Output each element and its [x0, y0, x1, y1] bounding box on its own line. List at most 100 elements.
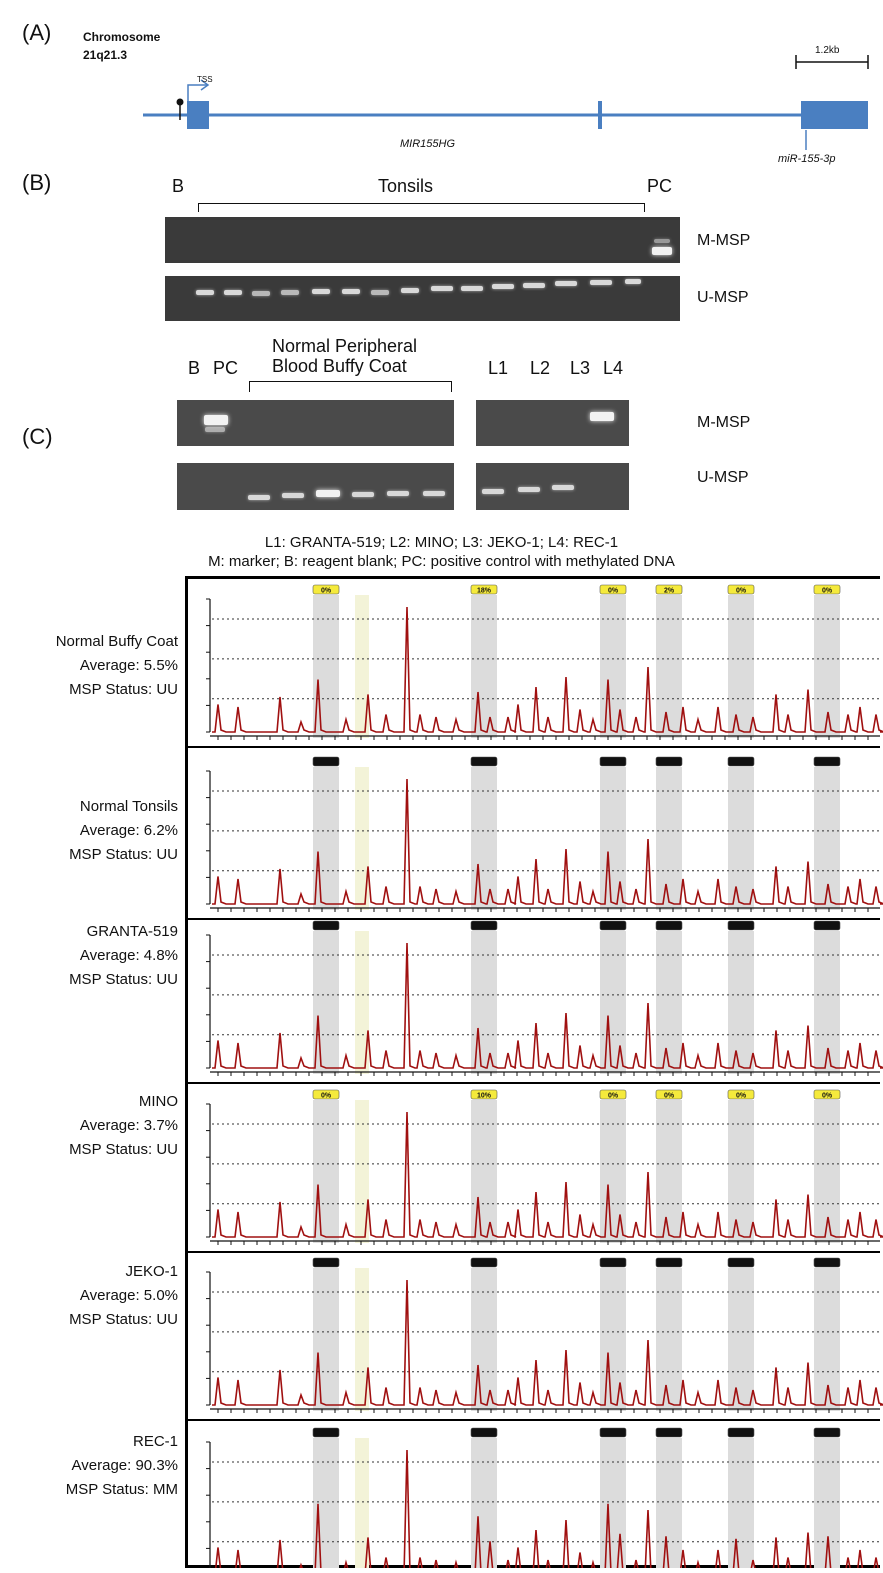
cpg-shade [728, 767, 754, 910]
cpg-badge [727, 1257, 755, 1268]
gel-band [625, 279, 641, 284]
gel-band [461, 286, 483, 291]
cpg-badge-text: 0% [736, 1093, 747, 1100]
gel-band [205, 427, 225, 432]
gel-band [316, 490, 340, 497]
scale-label: 1.2kb [815, 45, 840, 56]
gel-band [652, 247, 672, 255]
cpg-shade [313, 595, 339, 738]
lane-legend-line1: L1: GRANTA-519; L2: MINO; L3: JEKO-1; L4… [264, 534, 619, 551]
cpg-badge [470, 1089, 498, 1100]
cpg-badge-text: 0% [321, 588, 332, 595]
cpg-badge-text: 2% [664, 588, 675, 595]
cpg-shade [600, 1268, 626, 1411]
gel-band [654, 239, 670, 243]
gel-band [523, 283, 545, 288]
cpg-shade [600, 595, 626, 738]
gel-band [252, 291, 270, 296]
cpg-badge [655, 1427, 683, 1438]
cpg-shade [656, 595, 682, 738]
lane-label-l4: L4 [603, 358, 624, 378]
cpg-badge [470, 1257, 498, 1268]
panel-c-blank-label: B [188, 358, 201, 378]
exon-3 [801, 101, 868, 129]
cpg-shade [471, 1268, 497, 1411]
gel-band [555, 281, 577, 286]
cpg-badge-text: 0% [822, 1093, 833, 1100]
trace-name: REC-1 [132, 1433, 178, 1450]
cpg-badge [727, 1427, 755, 1438]
reference-shade [355, 931, 369, 1074]
cpg-shade [471, 595, 497, 738]
exon-2 [598, 101, 602, 129]
pyrogram-trace [212, 606, 883, 733]
trace-average: Average: 3.7% [79, 1117, 178, 1134]
gel-band [352, 492, 374, 497]
cpg-badge [312, 1427, 340, 1438]
panel-b-m-msp-gel [165, 217, 680, 263]
cpg-badge [813, 584, 841, 595]
lane-legend-line2: M: marker; B: reagent blank; PC: positiv… [208, 553, 675, 570]
tonsils-bracket [198, 203, 645, 212]
trace-status: MSP Status: UU [69, 846, 178, 863]
cpg-badge-text: 0% [736, 588, 747, 595]
cpg-badge-text: 0% [608, 588, 619, 595]
gel-band [590, 412, 614, 421]
pyrogram-trace [212, 942, 883, 1069]
cpg-badge [312, 584, 340, 595]
cpg-shade [656, 1438, 682, 1568]
pyrogram-trace [212, 778, 883, 905]
cpg-shade [656, 1268, 682, 1411]
trace-name: GRANTA-519 [86, 923, 178, 940]
cpg-shade [600, 1100, 626, 1243]
gel-band [492, 284, 514, 289]
cpg-badge [727, 920, 755, 931]
cpg-shade [471, 1438, 497, 1568]
cpg-badge [599, 584, 627, 595]
gel-band [431, 286, 453, 291]
tss-arrow-line [187, 84, 208, 101]
cpg-shade [728, 1268, 754, 1411]
cpg-badge [312, 756, 340, 767]
cpg-badge [312, 1257, 340, 1268]
cpg-shade [600, 1438, 626, 1568]
panel-b-u-msp-gel [165, 276, 680, 321]
cpg-badge [655, 756, 683, 767]
pyrogram-frame [185, 576, 880, 1568]
panel-a-letter: (A) [22, 20, 52, 45]
tss-arrow-head [200, 79, 210, 91]
cpg-badge [470, 1427, 498, 1438]
reference-shade [355, 767, 369, 910]
gel-band [196, 290, 214, 295]
pyrogram-panel [206, 1427, 880, 1568]
cpg-shade [471, 1100, 497, 1243]
cpg-shade [728, 595, 754, 738]
cpg-badge [655, 1089, 683, 1100]
panel-b-pc-label: PC [647, 176, 673, 196]
trace-average: Average: 6.2% [79, 822, 178, 839]
cpg-badge [599, 1427, 627, 1438]
trace-label-group: MINO Average: 3.7% MSP Status: UU [0, 1090, 178, 1162]
cpg-badge [727, 584, 755, 595]
gel-band [204, 415, 228, 425]
gel-band [224, 290, 242, 295]
cpg-shade [313, 931, 339, 1074]
gel-band [423, 491, 445, 496]
reference-shade [355, 1100, 369, 1243]
chromosome-label: Chromosome [83, 30, 161, 44]
panel-c-u-msp-gel-left [177, 463, 454, 510]
panel-b-m-msp-label: M-MSP [697, 232, 751, 249]
tonsils-label: Tonsils [378, 176, 434, 196]
trace-average: Average: 5.0% [79, 1287, 178, 1304]
npb-label-line1: Normal Peripheral [272, 336, 418, 356]
pyrogram-panel [188, 1257, 883, 1421]
gel-band [401, 288, 419, 293]
trace-average: Average: 4.8% [79, 947, 178, 964]
cpg-shade [656, 931, 682, 1074]
gene-name-label: MIR155HG [400, 138, 456, 150]
cpg-shade [313, 1438, 339, 1568]
cpg-badge [470, 584, 498, 595]
gel-band [387, 491, 409, 496]
cpg-badge-text: 0% [608, 1093, 619, 1100]
cpg-badge-text: 0% [822, 588, 833, 595]
